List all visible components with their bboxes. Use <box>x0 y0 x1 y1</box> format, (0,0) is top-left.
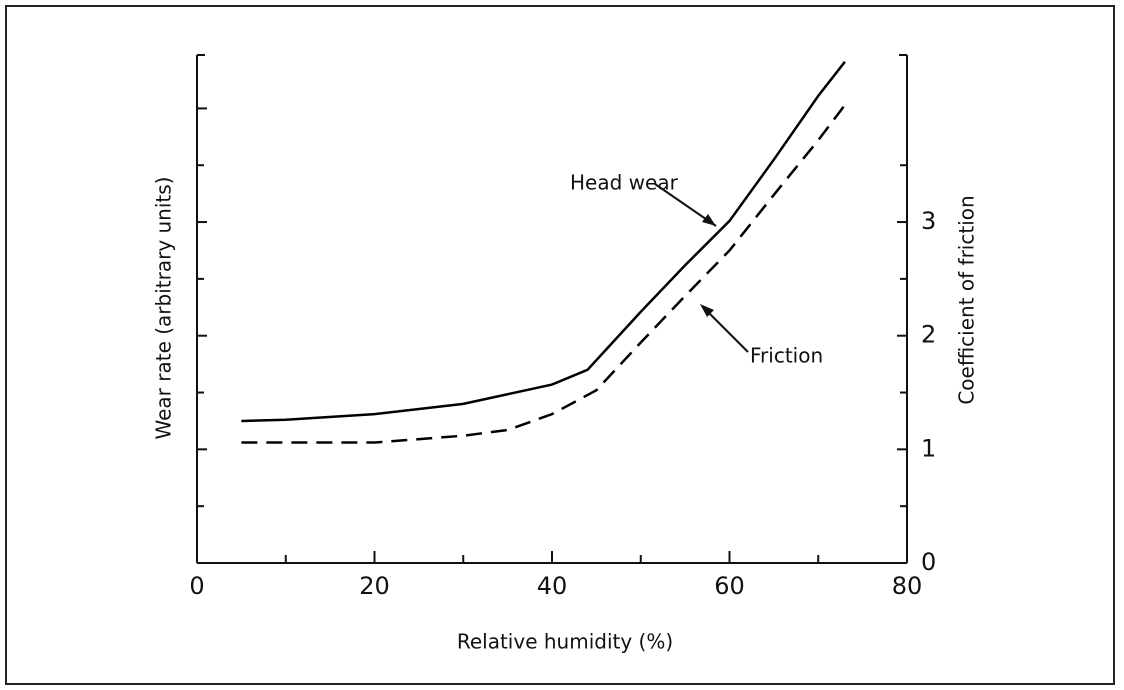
y-axis-label: Wear rate (arbitrary units) <box>152 177 176 440</box>
y2-tick-label: 2 <box>921 321 936 349</box>
frame <box>5 5 1115 685</box>
annotation: Head wear <box>570 171 679 195</box>
x-tick-label: 60 <box>714 572 745 600</box>
annotation: Friction <box>750 344 823 368</box>
series-line <box>241 104 846 444</box>
x-tick-label: 40 <box>537 572 568 600</box>
series-line <box>241 61 846 423</box>
x-tick-label: 0 <box>189 572 204 600</box>
y2-tick-label: 3 <box>921 207 936 235</box>
x-axis-label: Relative humidity (%) <box>457 630 673 654</box>
y2-tick-label: 0 <box>921 548 936 576</box>
y2-tick-label: 1 <box>921 434 936 462</box>
arrow-head <box>702 214 716 226</box>
x-tick-label: 80 <box>892 572 923 600</box>
y2-axis-label: Coefficient of friction <box>955 195 979 404</box>
arrow-head <box>700 304 714 317</box>
x-tick-label: 20 <box>359 572 390 600</box>
